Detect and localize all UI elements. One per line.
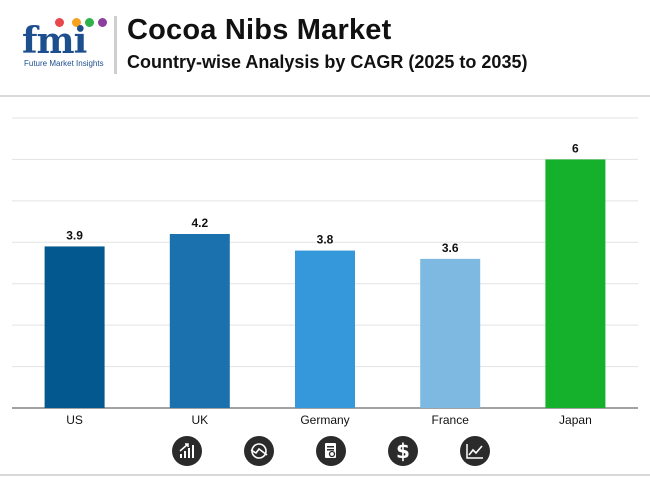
bar-uk xyxy=(169,234,230,408)
value-label-uk: 4.2 xyxy=(191,216,208,230)
report-search-icon xyxy=(316,436,346,466)
bar-germany xyxy=(295,250,355,408)
globe-trend-icon xyxy=(244,436,274,466)
bar-us xyxy=(44,246,105,408)
x-tick-label-us: US xyxy=(66,413,83,427)
logo-dot-purple xyxy=(98,18,107,27)
line-chart-icon xyxy=(460,436,490,466)
logo-text: fmi xyxy=(22,20,87,62)
page-subtitle: Country-wise Analysis by CAGR (2025 to 2… xyxy=(127,52,528,72)
logo-subtext: Future Market Insights xyxy=(24,59,104,68)
dollar-icon: $ xyxy=(388,436,418,466)
value-label-germany: 3.8 xyxy=(317,233,334,247)
fmi-logo: fmi Future Market Insights xyxy=(22,16,114,72)
header: fmi Future Market Insights Cocoa Nibs Ma… xyxy=(0,0,650,95)
bar-chart: 3.9 US 4.2 UK 3.8 Germany 3.6 France 6 Japan xyxy=(12,117,638,427)
header-rule xyxy=(0,95,650,97)
value-label-us: 3.9 xyxy=(66,228,83,242)
x-tick-label-uk: UK xyxy=(191,413,208,427)
logo-dot-orange xyxy=(72,18,81,27)
bar-france xyxy=(420,258,481,408)
x-tick-label-france: France xyxy=(432,413,470,427)
footer-rule xyxy=(0,474,650,476)
bar-japan xyxy=(545,159,606,408)
header-divider xyxy=(114,16,117,74)
bar-growth-icon xyxy=(172,436,202,466)
logo-dot-red xyxy=(55,18,64,27)
x-tick-label-germany: Germany xyxy=(300,413,349,427)
logo-dot-green xyxy=(85,18,94,27)
footer-icon-row: $ xyxy=(0,436,650,472)
value-label-france: 3.6 xyxy=(442,241,459,255)
x-tick-label-japan: Japan xyxy=(559,413,592,427)
value-label-japan: 6 xyxy=(572,141,579,155)
page-title: Cocoa Nibs Market xyxy=(127,14,392,46)
